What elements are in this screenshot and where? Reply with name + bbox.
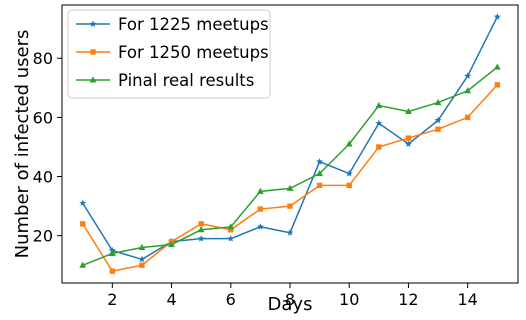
x-tick-label: 2 [107, 290, 117, 309]
data-point [287, 203, 293, 209]
data-point [375, 119, 383, 127]
x-tick-label: 6 [226, 290, 236, 309]
series-line [82, 84, 498, 273]
data-point [227, 235, 235, 242]
data-point [405, 135, 412, 141]
data-point [464, 114, 471, 121]
data-point [376, 144, 382, 150]
data-point [228, 227, 234, 233]
data-point [316, 158, 324, 165]
data-point [108, 249, 116, 256]
data-point [168, 240, 175, 248]
series-2 [80, 82, 500, 274]
data-point [493, 13, 501, 20]
y-tick-label: 80 [33, 49, 53, 68]
data-point [375, 101, 383, 109]
axis-ticks: 2 4 6 8 10 12 14 20 40 60 80 [33, 49, 478, 309]
data-point [138, 255, 146, 263]
x-tick-label: 10 [339, 290, 359, 309]
x-tick-label: 14 [457, 290, 477, 309]
plot-frame [61, 4, 519, 284]
data-point [197, 226, 205, 233]
series-layer [79, 13, 501, 274]
data-point [227, 223, 235, 230]
data-point [434, 116, 442, 124]
data-point [464, 72, 472, 79]
x-tick-label: 12 [398, 290, 418, 309]
data-point [257, 206, 264, 212]
data-point [493, 63, 501, 70]
legend-entry: For 1225 meetups [76, 15, 269, 34]
legend-entry: Pinal real results [76, 71, 254, 90]
data-point [197, 235, 205, 242]
y-axis-label: Number of infected users [12, 30, 33, 259]
data-point [198, 221, 204, 227]
legend-marker [89, 76, 97, 83]
data-point [345, 140, 353, 147]
legend-label: For 1250 meetups [118, 43, 269, 62]
legend-entry: For 1250 meetups [76, 43, 269, 62]
data-point [345, 169, 353, 177]
data-point [286, 184, 294, 191]
data-point [256, 223, 264, 230]
series-3 [79, 63, 501, 268]
data-point [464, 87, 472, 94]
data-point [256, 187, 264, 194]
x-tick-label: 4 [166, 290, 176, 309]
data-point [109, 268, 116, 274]
data-point [79, 261, 87, 268]
data-point [435, 126, 441, 132]
data-point [286, 229, 294, 236]
legend-box [67, 9, 271, 99]
y-tick-label: 40 [33, 168, 53, 187]
data-point [434, 98, 442, 106]
legend-marker [89, 20, 97, 27]
data-point [316, 169, 324, 177]
legend-marker [90, 49, 96, 55]
data-point [139, 262, 145, 268]
x-tick-label: 8 [285, 290, 295, 309]
data-point [80, 221, 86, 227]
data-point [316, 182, 323, 189]
data-point [138, 243, 146, 251]
data-point [79, 199, 87, 207]
legend-label: Pinal real results [118, 71, 254, 90]
legend: For 1225 meetups For 1250 meetups Pinal re… [67, 9, 271, 99]
data-point [405, 140, 412, 147]
data-point [494, 82, 500, 88]
x-axis-label: Days [268, 294, 313, 315]
y-tick-label: 20 [33, 227, 53, 246]
data-point [405, 107, 412, 114]
legend-label: For 1225 meetups [118, 15, 269, 34]
y-tick-label: 60 [33, 108, 53, 127]
data-point [346, 182, 352, 189]
